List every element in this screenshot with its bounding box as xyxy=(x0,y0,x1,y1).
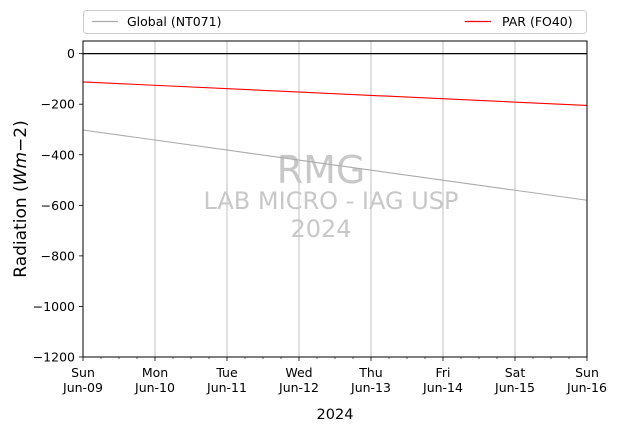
watermark-line-2: LAB MICRO - IAG USP xyxy=(203,187,458,215)
y-axis-label-tail: −2) xyxy=(11,120,31,152)
x-tick-label-day: Tue xyxy=(215,365,238,380)
y-tick-label: −1000 xyxy=(33,299,75,314)
legend-label-par: PAR (FO40) xyxy=(502,14,573,29)
x-tick-label-day: Fri xyxy=(436,365,451,380)
y-axis: 0 −200 −400 −600 −800 −1000 −1200 xyxy=(33,46,83,365)
x-tick-label-day: Thu xyxy=(358,365,382,380)
y-axis-label-main: Radiation ( xyxy=(11,185,31,277)
y-tick-label: −1200 xyxy=(33,350,75,365)
series-line-par xyxy=(82,81,588,107)
x-axis-label: 2024 xyxy=(317,407,354,423)
legend: Global (NT071) PAR (FO40) xyxy=(83,10,587,34)
x-tick-label-date: Jun-09 xyxy=(62,380,103,395)
x-tick-label-date: Jun-12 xyxy=(278,380,319,395)
x-tick-label-date: Jun-10 xyxy=(134,380,175,395)
x-tick-label-day: Sun xyxy=(575,365,599,380)
y-tick-label: −800 xyxy=(41,248,75,263)
series-line-global xyxy=(82,129,588,201)
x-tick-label-day: Sat xyxy=(505,365,526,380)
series-layer xyxy=(82,81,588,201)
y-axis-label-math: Wm xyxy=(11,152,31,185)
x-tick-label-day: Sun xyxy=(71,365,95,380)
x-tick-label-date: Jun-15 xyxy=(494,380,535,395)
x-tick-label-day: Mon xyxy=(142,365,168,380)
x-tick-label-date: Jun-11 xyxy=(206,380,247,395)
x-tick-label-date: Jun-13 xyxy=(350,380,391,395)
x-tick-label-date: Jun-14 xyxy=(422,380,463,395)
y-tick-label: −400 xyxy=(41,147,75,162)
y-axis-label: Radiation (Wm−2) xyxy=(11,120,31,277)
legend-label-global: Global (NT071) xyxy=(127,14,221,29)
y-tick-label: 0 xyxy=(67,46,75,61)
x-tick-label-date: Jun-16 xyxy=(566,380,607,395)
x-axis: SunJun-09MonJun-10TueJun-11WedJun-12ThuJ… xyxy=(62,357,607,395)
watermark: RMG LAB MICRO - IAG USP 2024 xyxy=(203,148,458,243)
watermark-line-3: 2024 xyxy=(290,215,351,243)
x-tick-label-day: Wed xyxy=(285,365,312,380)
legend-box xyxy=(83,10,587,34)
y-tick-label: −200 xyxy=(41,97,75,112)
watermark-line-1: RMG xyxy=(277,148,366,192)
y-tick-label: −600 xyxy=(41,198,75,213)
